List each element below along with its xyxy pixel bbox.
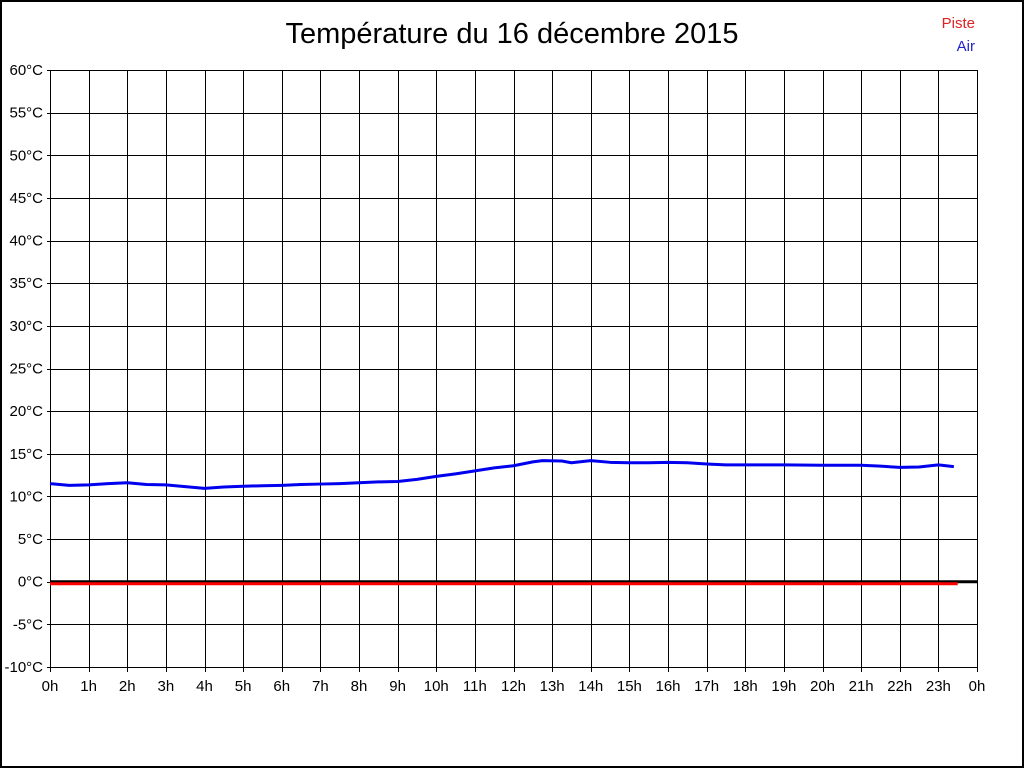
y-axis-tick-label: 40°C: [9, 233, 43, 250]
x-axis-tick-label: 6h: [273, 678, 290, 695]
x-axis-tick-label: 20h: [810, 678, 835, 695]
x-axis-tick-label: 1h: [80, 678, 97, 695]
x-axis-tick-label: 4h: [196, 678, 213, 695]
y-axis-tick-label: 25°C: [9, 361, 43, 378]
y-axis-tick-label: 55°C: [9, 105, 43, 122]
y-axis-tick-label: 30°C: [9, 318, 43, 335]
plot-frame: [50, 70, 978, 668]
x-axis-tick-label: 17h: [694, 678, 719, 695]
y-axis-tick-label: 5°C: [18, 531, 43, 548]
y-axis-tick-label: -5°C: [13, 616, 43, 633]
x-axis-tick-label: 12h: [501, 678, 526, 695]
x-axis-tick-label: 15h: [617, 678, 642, 695]
x-axis-tick-label: 2h: [119, 678, 136, 695]
x-axis-tick-label: 22h: [887, 678, 912, 695]
x-axis-tick-label: 7h: [312, 678, 329, 695]
x-axis-tick-label: 10h: [424, 678, 449, 695]
legend-item-air: Air: [956, 38, 975, 55]
x-axis-tick-label: 21h: [849, 678, 874, 695]
y-axis-tick-label: 0°C: [18, 574, 43, 591]
y-axis-tick-label: 60°C: [9, 62, 43, 79]
y-axis-tick-label: -10°C: [4, 659, 43, 676]
x-axis-tick-label: 23h: [926, 678, 951, 695]
chart-title: Température du 16 décembre 2015: [285, 18, 739, 50]
y-axis-tick-label: 20°C: [9, 403, 43, 420]
legend: Piste Air: [942, 12, 975, 58]
x-axis-tick-label: 14h: [578, 678, 603, 695]
x-axis-tick-label: 19h: [771, 678, 796, 695]
x-axis-tick-label: 16h: [655, 678, 680, 695]
x-axis-tick-label: 13h: [540, 678, 565, 695]
y-axis-tick-label: 35°C: [9, 275, 43, 292]
x-axis-tick-label: 0h: [969, 678, 986, 695]
x-axis-tick-label: 8h: [351, 678, 368, 695]
x-axis-tick-label: 0h: [42, 678, 59, 695]
x-axis-tick-label: 11h: [463, 678, 487, 695]
series-line-air: [49, 459, 954, 490]
x-axis-tick-label: 9h: [389, 678, 406, 695]
y-axis-tick-label: 45°C: [9, 190, 43, 207]
y-axis-tick-label: 15°C: [9, 446, 43, 463]
x-axis-tick-label: 18h: [733, 678, 758, 695]
x-axis-tick-label: 5h: [235, 678, 252, 695]
y-axis-tick-label: 10°C: [9, 488, 43, 505]
x-axis-tick-label: 3h: [158, 678, 175, 695]
legend-item-piste: Piste: [941, 15, 975, 32]
y-axis-tick-label: 50°C: [9, 147, 43, 164]
